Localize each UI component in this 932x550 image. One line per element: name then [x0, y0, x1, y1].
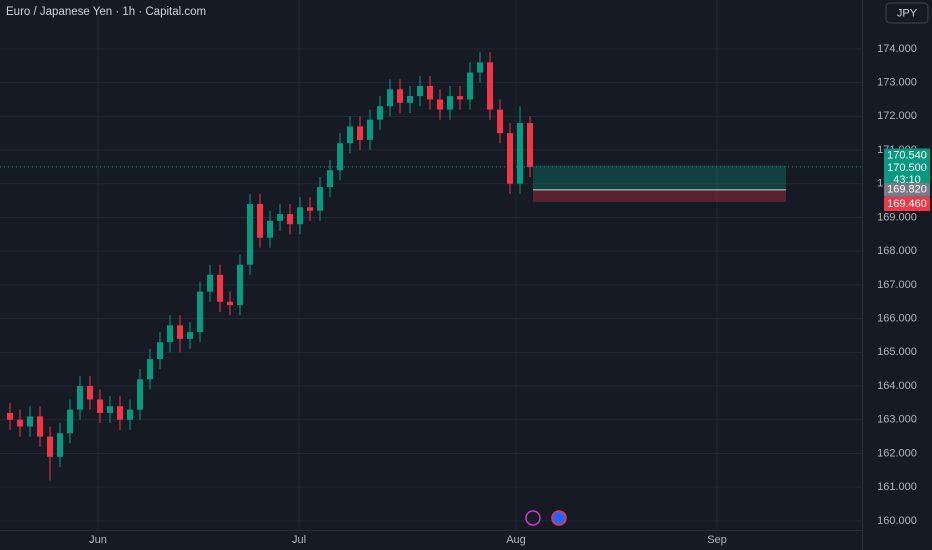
- countdown-label: 43:10: [893, 174, 921, 186]
- candle-body: [247, 203, 253, 265]
- y-tick-label: 166.000: [877, 313, 917, 325]
- candle-body: [507, 133, 513, 184]
- candle-body: [97, 399, 103, 414]
- price-badge: [884, 196, 930, 211]
- candle-body: [287, 214, 293, 225]
- candle-body: [407, 96, 413, 103]
- candle-body: [327, 170, 333, 188]
- candle-body: [227, 301, 233, 306]
- candle-body: [357, 126, 363, 140]
- candle-body: [137, 379, 143, 410]
- candle-body: [27, 416, 33, 427]
- price-badge: [884, 182, 930, 197]
- candle-body: [477, 62, 483, 73]
- y-tick-label: 160.000: [877, 515, 917, 527]
- candle-body: [317, 187, 323, 211]
- candle-body: [427, 85, 433, 100]
- x-tick-label: Aug: [506, 534, 526, 546]
- y-tick-label: 167.000: [877, 279, 917, 291]
- candle-body: [147, 359, 153, 380]
- candle-body: [307, 207, 313, 211]
- candle-body: [397, 89, 403, 103]
- currency-label[interactable]: JPY: [897, 7, 918, 19]
- candle-body: [517, 123, 523, 184]
- event-icon[interactable]: [525, 510, 541, 526]
- candle-body: [277, 214, 283, 221]
- candle-body: [177, 325, 183, 339]
- candle-body: [107, 406, 113, 414]
- x-tick-label: Sep: [707, 534, 727, 546]
- price-badge-label: 169.820: [887, 184, 927, 196]
- candle-body: [437, 99, 443, 110]
- candle-body: [117, 406, 123, 420]
- x-tick-label: Jun: [89, 534, 107, 546]
- candle-body: [77, 386, 83, 410]
- candle-body: [257, 203, 263, 238]
- candle-body: [297, 207, 303, 225]
- candle-body: [57, 433, 63, 457]
- price-badge-label: 169.460: [887, 198, 927, 210]
- y-tick-label: 163.000: [877, 414, 917, 426]
- y-tick-label: 174.000: [877, 43, 917, 55]
- candle-body: [457, 96, 463, 100]
- candle-body: [7, 413, 13, 420]
- candle-body: [87, 386, 93, 400]
- currency-button[interactable]: [885, 2, 929, 24]
- candle-body: [17, 419, 23, 427]
- candle-body: [157, 342, 163, 360]
- candle-body: [207, 274, 213, 292]
- price-badge: [884, 148, 930, 163]
- candle-body: [387, 89, 393, 107]
- y-tick-label: 168.000: [877, 245, 917, 257]
- candle-body: [67, 409, 73, 434]
- y-tick-label: 165.000: [877, 346, 917, 358]
- price-badge: [884, 160, 930, 187]
- candle-body: [197, 291, 203, 333]
- candle-body: [187, 332, 193, 339]
- candle-body: [267, 220, 273, 238]
- chart-title: Euro / Japanese Yen · 1h · Capital.com: [6, 6, 206, 18]
- price-badge-label: 170.540: [887, 149, 927, 161]
- y-tick-label: 169.000: [877, 211, 917, 223]
- y-tick-label: 164.000: [877, 380, 917, 392]
- candle-body: [377, 106, 383, 120]
- candle-body: [37, 416, 43, 437]
- loss-zone: [533, 189, 786, 202]
- candle-body: [237, 264, 243, 306]
- y-tick-label: 173.000: [877, 77, 917, 89]
- candle-body: [487, 62, 493, 110]
- candle-body: [167, 325, 173, 343]
- news-icon[interactable]: [551, 510, 567, 526]
- price-badge-label: 170.500: [887, 162, 927, 174]
- y-tick-label: 161.000: [877, 481, 917, 493]
- candle-body: [127, 409, 133, 420]
- profit-zone: [533, 165, 786, 190]
- y-tick-label: 172.000: [877, 110, 917, 122]
- candle-body: [367, 119, 373, 140]
- candle-body: [447, 96, 453, 110]
- candle-body: [497, 109, 503, 134]
- candle-body: [417, 85, 423, 97]
- candle-body: [337, 143, 343, 171]
- y-tick-label: 162.000: [877, 447, 917, 459]
- x-tick-label: Jul: [292, 534, 306, 546]
- candle-body: [467, 72, 473, 100]
- candle-body: [347, 126, 353, 144]
- candle-body: [527, 123, 533, 167]
- candle-body: [217, 274, 223, 302]
- candle-body: [47, 436, 53, 457]
